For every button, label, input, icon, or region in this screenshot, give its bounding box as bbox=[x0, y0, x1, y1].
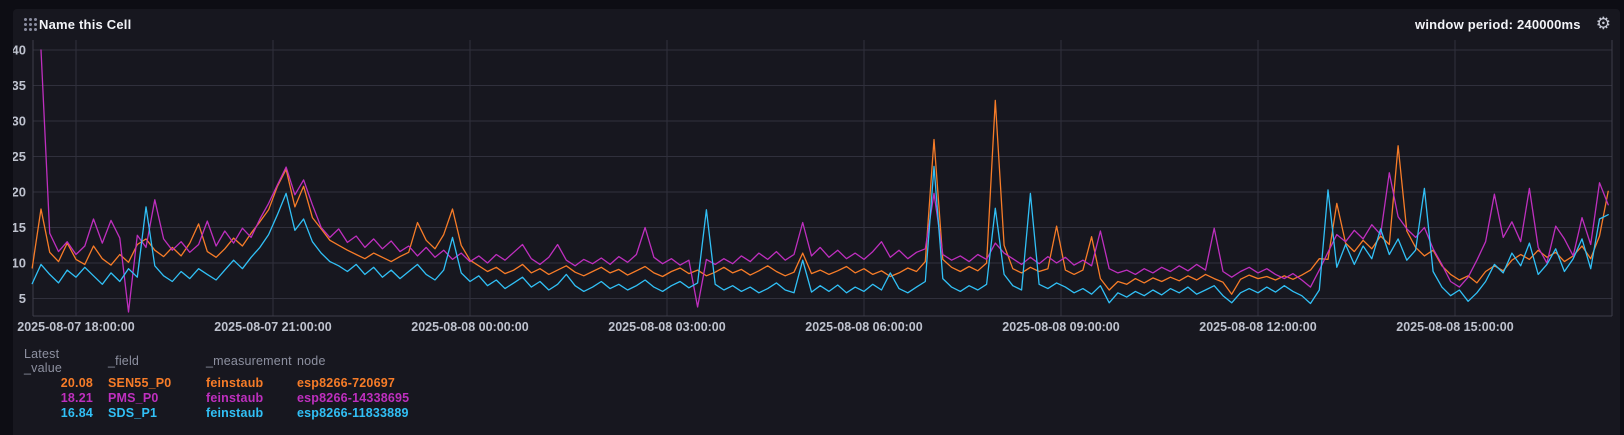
legend-header-field: _field bbox=[108, 354, 140, 368]
field-name: PMS_P0 bbox=[108, 390, 159, 405]
series-line-SDS_P1 bbox=[31, 165, 1609, 305]
field-name: SDS_P1 bbox=[108, 405, 158, 420]
y-tick-label: 20 bbox=[13, 185, 26, 200]
cell-title[interactable]: Name this Cell bbox=[39, 16, 132, 32]
y-tick-label: 15 bbox=[13, 220, 26, 235]
latest-value: 16.84 bbox=[60, 405, 93, 420]
latest-value: 18.21 bbox=[60, 390, 93, 405]
x-tick-label: 2025-08-08 15:00:00 bbox=[1396, 320, 1513, 334]
measurement-name: feinstaub bbox=[206, 390, 264, 405]
node-name: esp8266-11833889 bbox=[297, 405, 409, 420]
drag-handle-icon[interactable] bbox=[24, 18, 27, 21]
legend-header-row: Latest _value _field _measurement node bbox=[24, 347, 409, 375]
legend-row-sds: 16.84 SDS_P1 feinstaub esp8266-11833889 bbox=[24, 405, 409, 420]
gear-icon[interactable]: ⚙ bbox=[1595, 13, 1611, 34]
x-tick-label: 2025-08-08 09:00:00 bbox=[1002, 320, 1119, 334]
cell-header: Name this Cell window period: 240000ms ⚙ bbox=[13, 9, 1620, 39]
field-name: SEN55_P0 bbox=[108, 375, 172, 390]
legend-header-node: node bbox=[297, 354, 326, 368]
y-tick-label: 25 bbox=[13, 149, 26, 164]
series-line-PMS_P0 bbox=[40, 49, 1609, 313]
x-tick-label: 2025-08-08 06:00:00 bbox=[805, 320, 922, 334]
legend-row-sen55: 20.08 SEN55_P0 feinstaub esp8266-720697 bbox=[24, 375, 409, 390]
y-tick-label: 35 bbox=[13, 78, 26, 93]
latest-value: 20.08 bbox=[60, 375, 93, 390]
legend-header-value: Latest _value bbox=[24, 347, 63, 375]
window-period-label: window period: 240000ms bbox=[1415, 16, 1581, 32]
y-tick-label: 5 bbox=[19, 291, 26, 306]
x-tick-label: 2025-08-07 18:00:00 bbox=[17, 320, 134, 334]
series-line-SEN55_P0 bbox=[31, 99, 1609, 295]
y-tick-label: 10 bbox=[13, 256, 26, 271]
legend-row-pms: 18.21 PMS_P0 feinstaub esp8266-14338695 bbox=[24, 390, 409, 405]
node-name: esp8266-14338695 bbox=[297, 390, 410, 405]
legend-header-measurement: _measurement bbox=[206, 354, 292, 368]
x-tick-label: 2025-08-08 00:00:00 bbox=[411, 320, 528, 334]
dashboard-cell: Name this Cell window period: 240000ms ⚙… bbox=[13, 9, 1620, 435]
x-tick-label: 2025-08-08 12:00:00 bbox=[1199, 320, 1316, 334]
y-tick-label: 40 bbox=[13, 43, 26, 58]
measurement-name: feinstaub bbox=[206, 405, 264, 420]
time-series-chart[interactable]: 5 10 15 20 25 30 35 40 2025-08-07 18:00:00 2025-0… bbox=[13, 38, 1620, 338]
x-tick-label: 2025-08-08 03:00:00 bbox=[608, 320, 725, 334]
legend-table: Latest _value _field _measurement node 2… bbox=[24, 347, 409, 420]
x-tick-label: 2025-08-07 21:00:00 bbox=[214, 320, 331, 334]
measurement-name: feinstaub bbox=[206, 375, 264, 390]
node-name: esp8266-720697 bbox=[297, 375, 396, 390]
y-tick-label: 30 bbox=[13, 114, 26, 129]
